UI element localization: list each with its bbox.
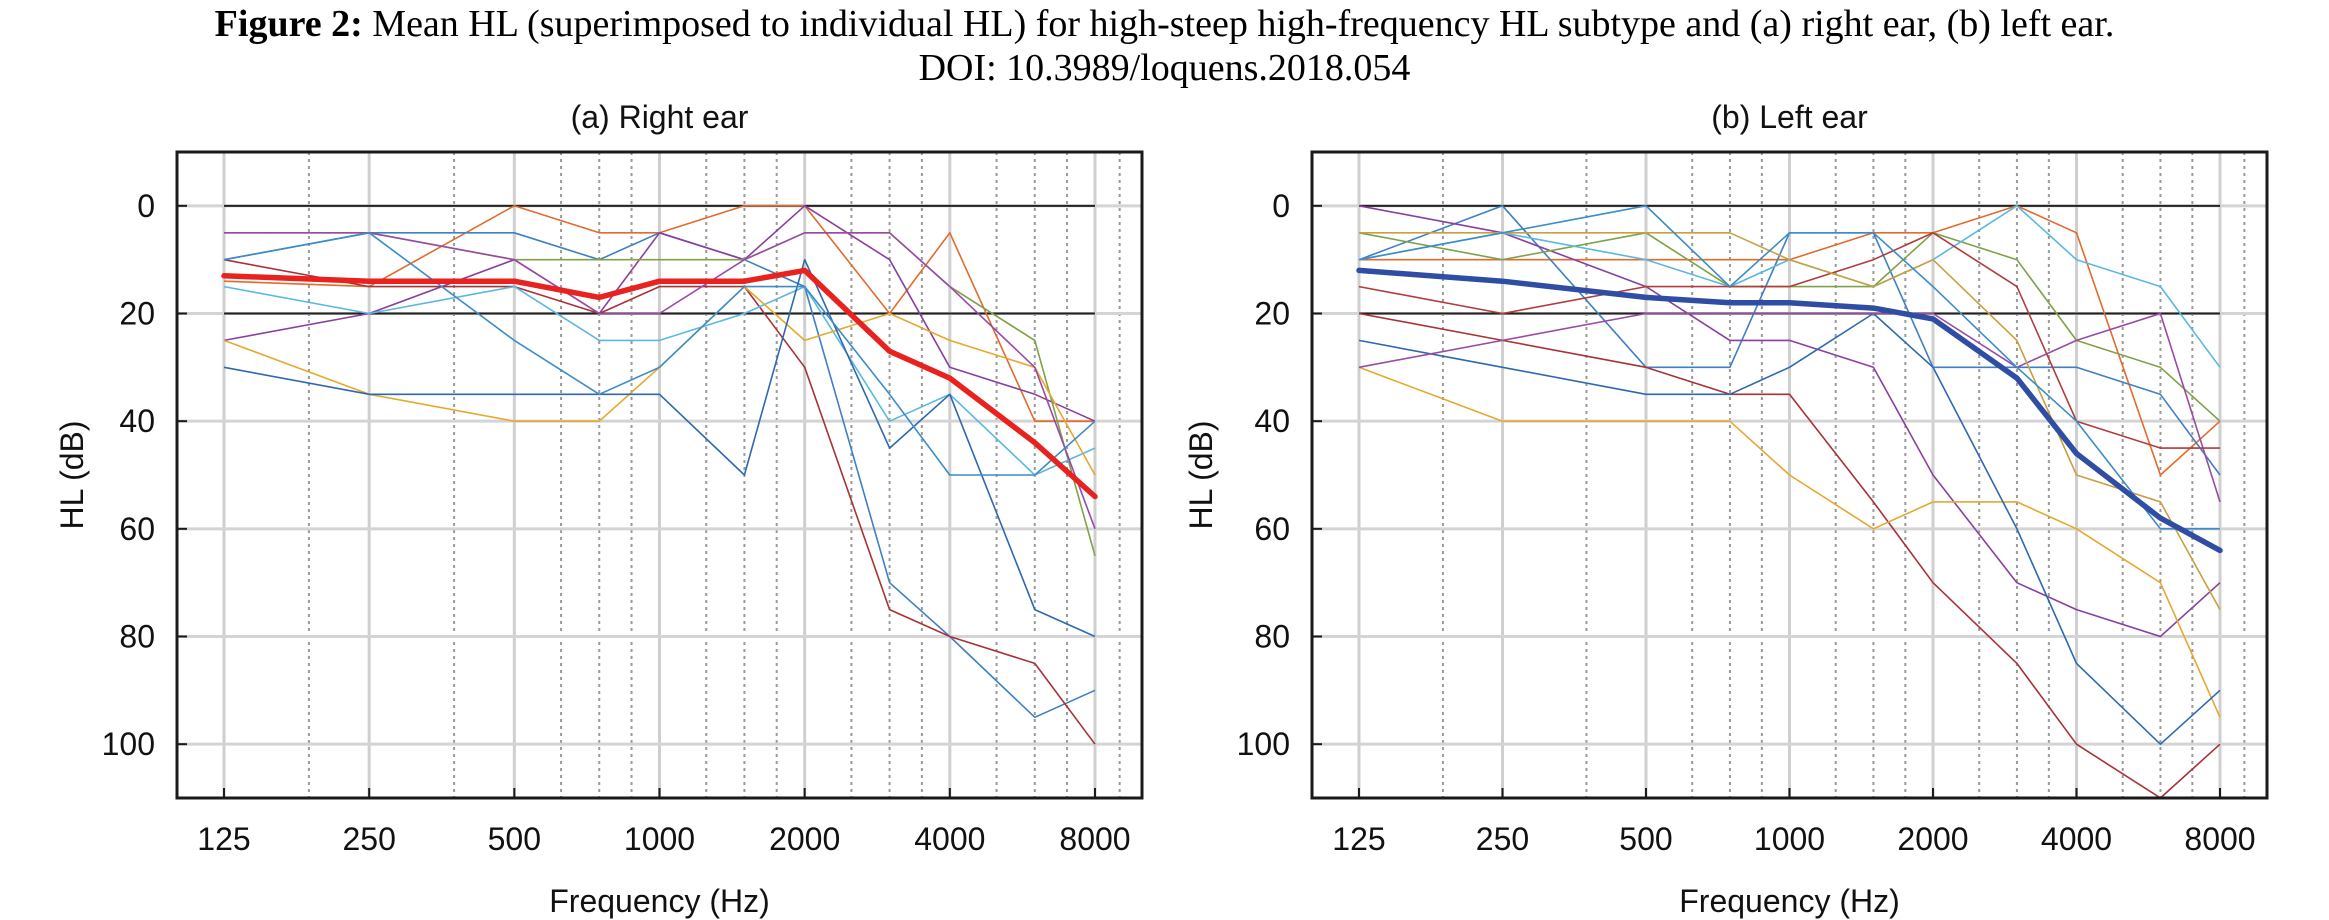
x-axis-label: Frequency (Hz) [1679,883,1900,919]
series-line [223,232,1096,476]
x-tick-label: 2000 [769,821,840,857]
y-tick-label: 60 [1254,511,1290,547]
y-tick-label: 100 [102,726,155,762]
series-line [1358,232,2220,449]
series-line [1358,205,2221,638]
y-tick-label: 60 [119,511,155,547]
series-line [223,285,1096,476]
y-tick-label: 20 [119,296,155,332]
chart-panel-left-ear: 125 250 500 1000 2000 4000 8000 0 20 40 60 80 100 (b)… [1183,99,2269,919]
caption-line-1: Figure 2: Mean HL (superimposed to indiv… [0,2,2329,46]
y-tick-label: 100 [1237,726,1290,762]
x-axis-label: Frequency (Hz) [549,883,770,919]
chart-title: (a) Right ear [571,99,749,135]
series-line [224,232,1096,530]
series-line [1359,232,2221,610]
y-axis-label: HL (dB) [54,420,90,529]
chart-title: (b) Left ear [1711,99,1868,135]
caption-doi: DOI: 10.3989/loquens.2018.054 [918,47,1411,89]
mean-line [1356,267,2223,554]
x-tick-label: 8000 [2184,821,2255,857]
x-tick-label: 500 [1619,821,1672,857]
mean-line [221,267,1098,500]
x-tick-label: 125 [1332,821,1385,857]
series-line [1358,205,2220,530]
caption-text: Mean HL (superimposed to individual HL) … [372,3,2115,45]
y-tick-label: 80 [119,619,155,655]
y-tick-label: 20 [1254,296,1290,332]
y-tick-label: 0 [137,188,155,224]
x-tick-label: 2000 [1897,821,1968,857]
series-line [223,258,1096,638]
y-tick-label: 0 [1272,188,1290,224]
x-tick-label: 4000 [2041,821,2112,857]
y-tick-label: 40 [119,403,155,439]
x-tick-label: 500 [488,821,541,857]
x-tick-label: 1000 [624,821,695,857]
y-tick-label: 40 [1254,403,1290,439]
caption-label: Figure 2: [214,3,363,45]
y-tick-label: 80 [1254,619,1290,655]
y-axis-label: HL (dB) [1183,420,1219,529]
x-tick-label: 1000 [1754,821,1825,857]
x-tick-label: 8000 [1059,821,1130,857]
series-line [1358,312,2221,503]
x-tick-label: 250 [1476,821,1529,857]
figure-caption: Figure 2: Mean HL (superimposed to indiv… [0,0,2329,90]
chart-panel-right-ear: 125 250 500 1000 2000 4000 8000 0 20 40 60 80 100 (a)… [54,99,1144,919]
x-tick-label: 4000 [914,821,985,857]
series-line [1358,366,2221,718]
series-line [1358,312,2221,799]
x-tick-label: 250 [342,821,395,857]
x-tick-label: 125 [197,821,250,857]
